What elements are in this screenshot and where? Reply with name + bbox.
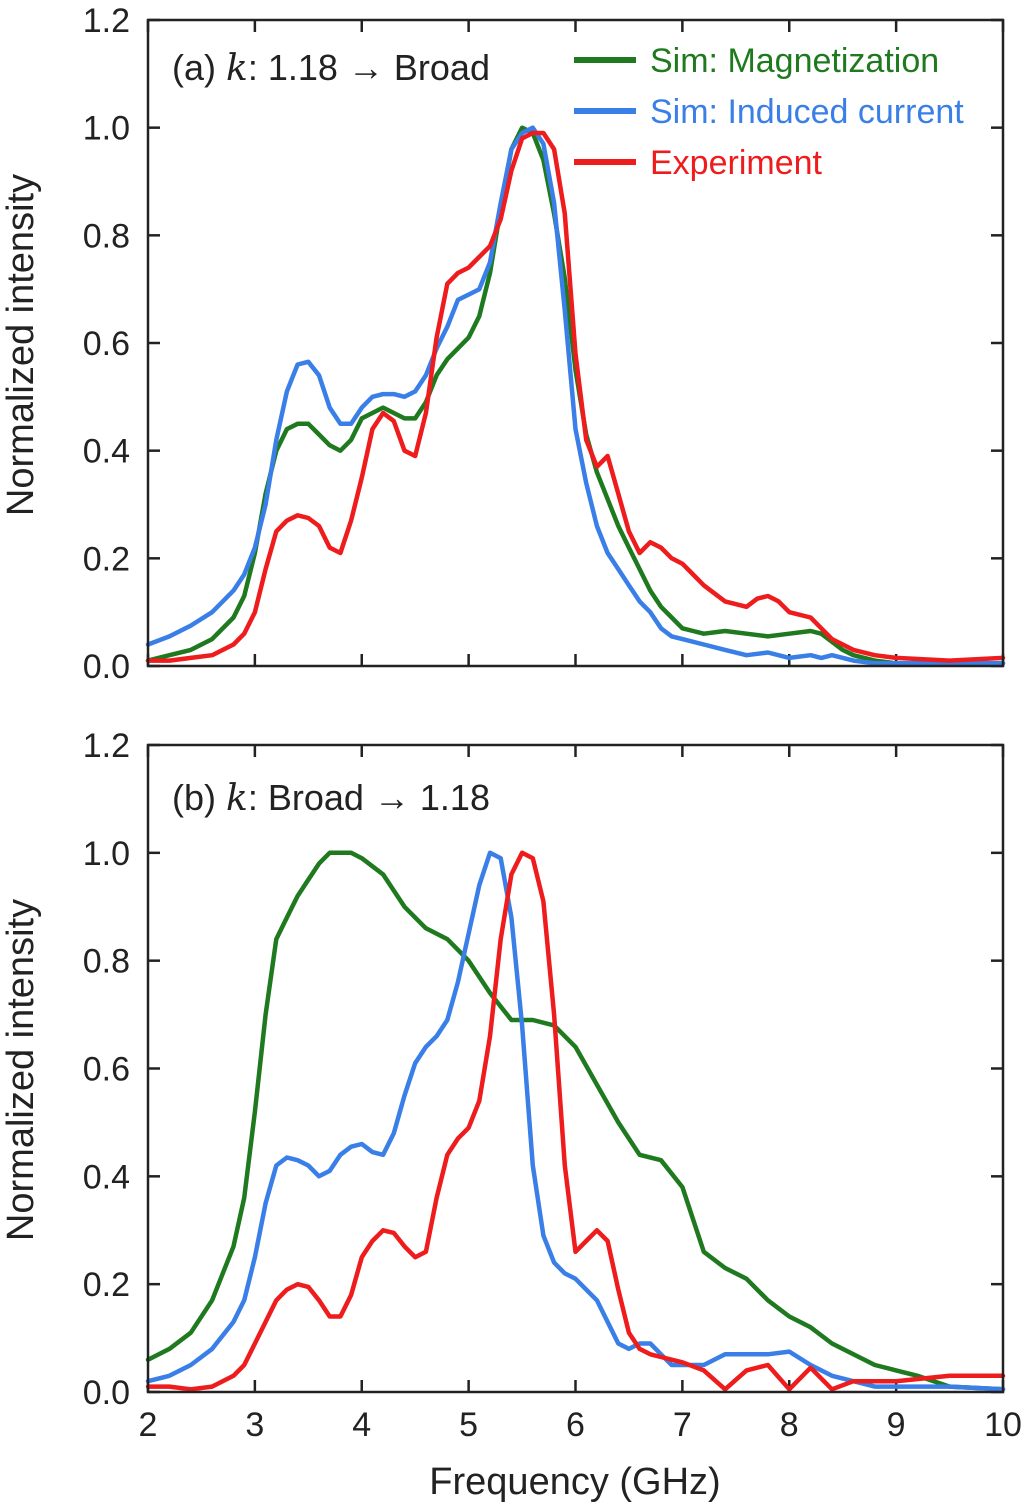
- panel-b-y-tick-label: 1.0: [83, 835, 130, 873]
- panel-b-x-tick-label: 5: [459, 1406, 478, 1444]
- panel-a-series-experiment: [145, 130, 1006, 663]
- panel-b-x-tick-label: 7: [673, 1406, 692, 1444]
- panel-b-x-tick-label: 8: [780, 1406, 799, 1444]
- panel-a-series-sim-magnetization: [145, 125, 1006, 666]
- panel-b-x-tick-label: 3: [245, 1406, 264, 1444]
- panel-a-y-axis-title: Normalized intensity: [0, 174, 42, 516]
- panel-b-x-tick-label: 4: [352, 1406, 371, 1444]
- panel-a-y-tick-label: 0.8: [83, 217, 130, 255]
- panel-a-y-tick-label: 0.6: [83, 325, 130, 363]
- panel-b-plot-area: [145, 850, 1006, 1392]
- legend-label-experiment: Experiment: [650, 144, 823, 182]
- panel-a-y-tick-label: 0.0: [83, 648, 130, 686]
- panel-a-y-tick-label: 1.0: [83, 110, 130, 148]
- panel-b-x-tick-label: 10: [984, 1406, 1022, 1444]
- panel-b: Normalized intensity 2 3 4 5 6 7 8 9 10 0.0 0.2 0.4…: [0, 727, 1022, 1503]
- legend: Sim: Magnetization Sim: Induced current Ex…: [574, 42, 964, 182]
- panel-b-series-experiment: [145, 850, 1006, 1392]
- panel-b-x-tick-label: 9: [887, 1406, 906, 1444]
- panel-a-series-sim-induced-current: [145, 125, 1006, 666]
- panel-a-annotation: (a) k: 1.18 → Broad: [172, 47, 490, 89]
- panel-b-frame: [146, 743, 1005, 1394]
- legend-label-sim-induced-current: Sim: Induced current: [650, 93, 964, 131]
- x-axis-title: Frequency (GHz): [429, 1461, 720, 1503]
- panel-a: Normalized intensity 0.0 0.2 0.4 0.6 0.8 1.0 1…: [0, 2, 1006, 686]
- panel-a-frame: [146, 18, 1005, 668]
- panel-b-y-tick-label: 0.0: [83, 1374, 130, 1412]
- panel-b-x-tick-label: 6: [566, 1406, 585, 1444]
- panel-b-y-tick-label: 0.2: [83, 1266, 130, 1304]
- panel-a-y-tick-label: 0.2: [83, 540, 130, 578]
- panel-b-y-tick-label: 0.6: [83, 1051, 130, 1089]
- panel-b-y-tick-label: 0.4: [83, 1158, 130, 1196]
- panel-a-y-tick-label: 0.4: [83, 433, 130, 471]
- legend-label-sim-magnetization: Sim: Magnetization: [650, 42, 939, 80]
- panel-a-plot-area: [145, 125, 1006, 666]
- panel-b-annotation: (b) k: Broad → 1.18: [172, 777, 490, 819]
- panel-b-y-axis-title: Normalized intensity: [0, 899, 42, 1241]
- panel-b-series-sim-induced-current: [145, 850, 1006, 1392]
- panel-b-y-tick-label: 1.2: [83, 727, 130, 765]
- panel-b-series-sim-magnetization: [145, 850, 1006, 1392]
- panel-b-y-tick-label: 0.8: [83, 943, 130, 981]
- panel-a-y-tick-label: 1.2: [83, 2, 130, 40]
- panel-b-x-tick-label: 2: [139, 1406, 158, 1444]
